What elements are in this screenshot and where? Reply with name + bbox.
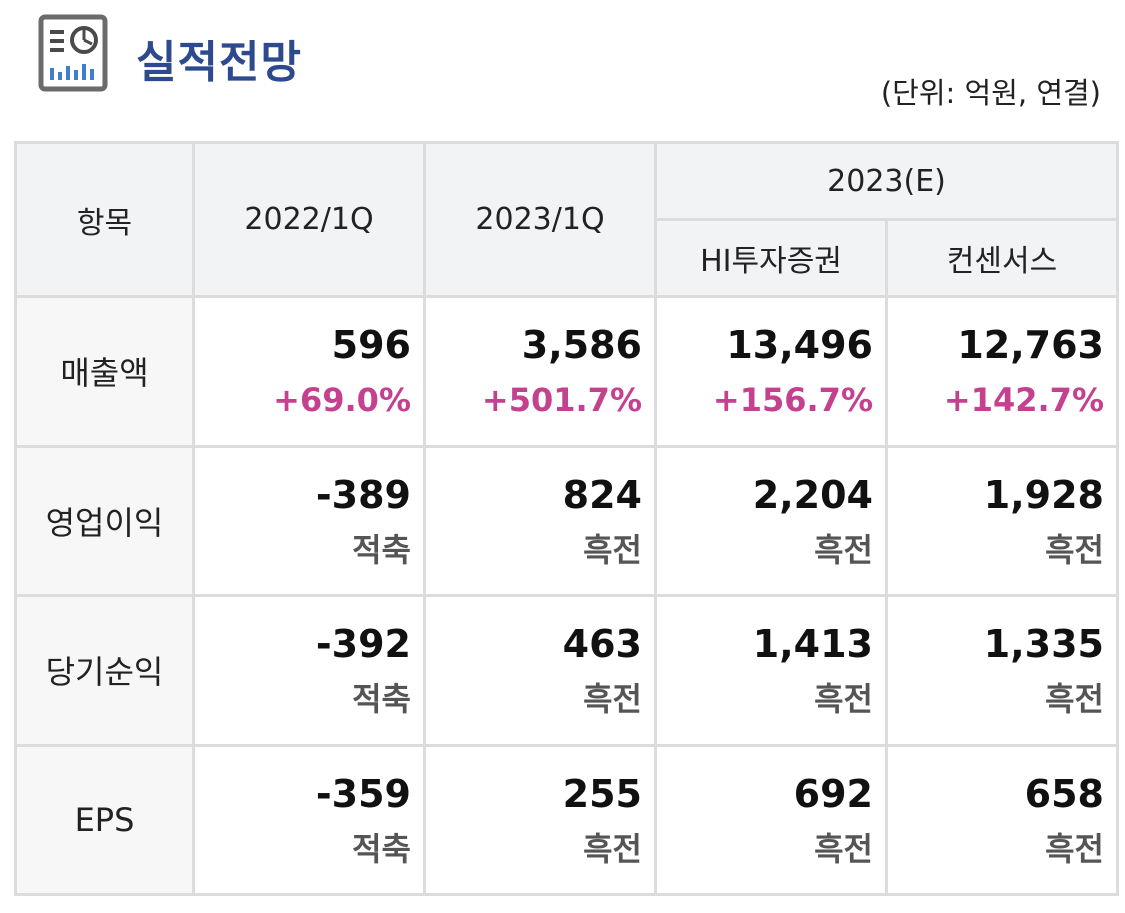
cell-value: 658 (1024, 771, 1104, 816)
page-title: 실적전망 (136, 37, 302, 88)
row-label: EPS (14, 743, 195, 896)
table-cell: 824 흑전 (423, 444, 657, 597)
header-2023-1q: 2023/1Q (423, 141, 657, 298)
table-cell: 658 흑전 (885, 743, 1119, 896)
cell-change: 흑전 (583, 530, 642, 569)
cell-value: 1,413 (752, 622, 873, 667)
report-chart-icon (38, 14, 108, 92)
cell-change: 흑전 (814, 530, 873, 569)
table-cell: 1,335 흑전 (885, 594, 1119, 747)
header-item: 항목 (14, 141, 195, 298)
header-2022-1q: 2022/1Q (192, 141, 426, 298)
cell-change: 흑전 (583, 680, 642, 719)
cell-value: -392 (315, 622, 411, 667)
cell-value: 463 (562, 622, 642, 667)
cell-change: 적축 (352, 530, 411, 569)
table-cell: -359 적축 (192, 743, 426, 896)
header-consensus: 컨센서스 (885, 218, 1119, 298)
table-row: 매출액 596 +69.0% 3,586 +501.7% 13,496 +156.7%… (14, 295, 1119, 448)
cell-change: 적축 (352, 829, 411, 868)
cell-value: 596 (331, 323, 411, 368)
cell-value: 12,763 (957, 323, 1104, 368)
cell-value: 3,586 (521, 323, 642, 368)
cell-value: -389 (315, 472, 411, 517)
header-2023e: 2023(E) (654, 141, 1119, 221)
cell-change: +156.7% (712, 381, 873, 420)
table-row: EPS -359 적축 255 흑전 692 흑전 658 흑전 (14, 743, 1119, 896)
table-cell: 3,586 +501.7% (423, 295, 657, 448)
cell-change: 흑전 (583, 829, 642, 868)
earnings-table: 항목 2022/1Q 2023/1Q 2023(E) HI투자증권 컨센서스 매… (14, 141, 1119, 896)
table-cell: 13,496 +156.7% (654, 295, 888, 448)
row-label: 영업이익 (14, 444, 195, 597)
cell-change: 흑전 (814, 680, 873, 719)
cell-change: +142.7% (943, 381, 1104, 420)
table-cell: 1,413 흑전 (654, 594, 888, 747)
table-cell: 255 흑전 (423, 743, 657, 896)
unit-note: (단위: 억원, 연결) (880, 76, 1101, 110)
table-cell: 463 흑전 (423, 594, 657, 747)
table-cell: -389 적축 (192, 444, 426, 597)
header-hi-securities: HI투자증권 (654, 218, 888, 298)
cell-change: +501.7% (481, 381, 642, 420)
cell-value: 255 (562, 771, 642, 816)
table-row: 당기순익 -392 적축 463 흑전 1,413 흑전 1,335 흑전 (14, 594, 1119, 747)
cell-change: 흑전 (1045, 680, 1104, 719)
cell-value: 1,928 (983, 472, 1104, 517)
row-label: 매출액 (14, 295, 195, 448)
table-cell: 12,763 +142.7% (885, 295, 1119, 448)
cell-value: 2,204 (752, 472, 873, 517)
cell-value: -359 (315, 771, 411, 816)
cell-value: 13,496 (726, 323, 873, 368)
table-cell: 2,204 흑전 (654, 444, 888, 597)
cell-change: 흑전 (814, 829, 873, 868)
cell-value: 692 (793, 771, 873, 816)
table-cell: -392 적축 (192, 594, 426, 747)
cell-value: 1,335 (983, 622, 1104, 667)
row-label: 당기순익 (14, 594, 195, 747)
cell-change: +69.0% (273, 381, 411, 420)
cell-change: 적축 (352, 680, 411, 719)
table-row: 영업이익 -389 적축 824 흑전 2,204 흑전 1,928 흑전 (14, 444, 1119, 597)
page-header: 실적전망 (단위: 억원, 연결) (0, 0, 1125, 140)
table-cell: 692 흑전 (654, 743, 888, 896)
cell-change: 흑전 (1045, 829, 1104, 868)
table-cell: 1,928 흑전 (885, 444, 1119, 597)
table-cell: 596 +69.0% (192, 295, 426, 448)
cell-value: 824 (562, 472, 642, 517)
cell-change: 흑전 (1045, 530, 1104, 569)
